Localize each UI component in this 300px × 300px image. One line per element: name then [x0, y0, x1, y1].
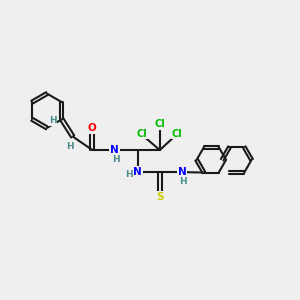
Text: N: N [110, 145, 119, 155]
Text: N: N [178, 167, 186, 177]
Text: Cl: Cl [136, 129, 147, 139]
Text: H: H [125, 170, 133, 179]
Text: Cl: Cl [172, 129, 182, 139]
Text: H: H [112, 155, 119, 164]
Text: Cl: Cl [154, 119, 165, 129]
Text: H: H [66, 142, 74, 151]
Text: N: N [134, 167, 142, 177]
Text: H: H [179, 177, 187, 186]
Text: O: O [88, 123, 97, 133]
Text: H: H [49, 116, 56, 125]
Text: S: S [156, 192, 164, 202]
